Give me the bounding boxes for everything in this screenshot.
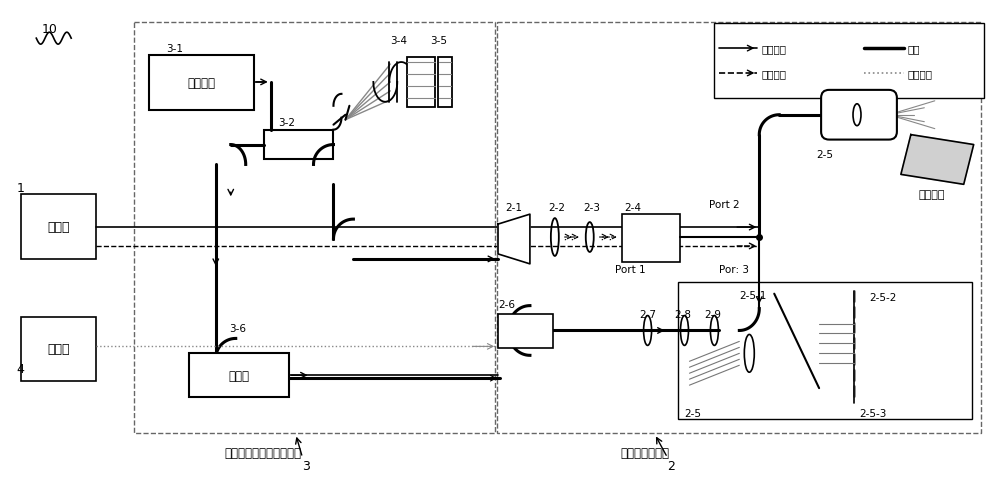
Bar xyxy=(21,195,96,259)
Text: 3-1: 3-1 xyxy=(166,44,183,54)
Text: 宽带光源: 宽带光源 xyxy=(187,77,215,90)
Bar xyxy=(498,314,553,348)
Text: 3-6: 3-6 xyxy=(229,324,246,334)
Text: Por: 3: Por: 3 xyxy=(719,264,749,274)
Text: 3: 3 xyxy=(302,459,309,472)
Text: 2: 2 xyxy=(668,459,675,472)
Text: 成像激光: 成像激光 xyxy=(761,44,786,54)
Text: 10: 10 xyxy=(41,23,57,36)
Polygon shape xyxy=(498,215,530,264)
Text: 3-2: 3-2 xyxy=(279,118,296,127)
Text: 2-5-3: 2-5-3 xyxy=(859,408,886,418)
Text: 2-6: 2-6 xyxy=(498,299,515,309)
Text: 2-5: 2-5 xyxy=(816,150,833,160)
Text: 数据传输: 数据传输 xyxy=(908,69,933,79)
Text: 2-9: 2-9 xyxy=(704,309,721,319)
Bar xyxy=(714,24,984,98)
Bar xyxy=(264,131,333,160)
Text: Port 2: Port 2 xyxy=(709,200,740,210)
Bar xyxy=(678,282,972,419)
Text: 组织样品: 组织样品 xyxy=(919,190,945,200)
Bar xyxy=(497,23,981,433)
Bar xyxy=(438,58,452,108)
Text: 2-5-2: 2-5-2 xyxy=(869,292,896,302)
Text: 2-7: 2-7 xyxy=(640,309,657,319)
Text: 2-3: 2-3 xyxy=(583,203,600,213)
Text: 3-4: 3-4 xyxy=(390,36,407,46)
Bar xyxy=(149,56,254,110)
Text: 光纤: 光纤 xyxy=(908,44,920,54)
Text: 1: 1 xyxy=(16,181,24,194)
Bar xyxy=(622,215,680,263)
Text: 4: 4 xyxy=(16,362,24,375)
Text: 共光路扫描模块: 共光路扫描模块 xyxy=(620,446,669,459)
Text: 2-4: 2-4 xyxy=(625,203,642,213)
Text: 消融激光: 消融激光 xyxy=(761,69,786,79)
Text: 光谱仪: 光谱仪 xyxy=(228,369,249,382)
Text: 2-5-1: 2-5-1 xyxy=(739,290,767,300)
Bar xyxy=(407,58,435,108)
Text: 激光器: 激光器 xyxy=(47,221,70,234)
Text: 2-1: 2-1 xyxy=(505,203,522,213)
Text: 控制器: 控制器 xyxy=(47,343,70,356)
Bar xyxy=(134,23,495,433)
Bar xyxy=(21,317,96,382)
Text: 2-5: 2-5 xyxy=(684,408,701,418)
Text: 3-5: 3-5 xyxy=(430,36,447,46)
Text: 2-8: 2-8 xyxy=(675,309,692,319)
Text: 2-2: 2-2 xyxy=(548,203,565,213)
Text: 频域光相干断层成像模块: 频域光相干断层成像模块 xyxy=(224,446,301,459)
Bar xyxy=(189,354,289,397)
FancyBboxPatch shape xyxy=(821,91,897,140)
Polygon shape xyxy=(901,135,974,185)
Text: Port 1: Port 1 xyxy=(615,264,645,274)
